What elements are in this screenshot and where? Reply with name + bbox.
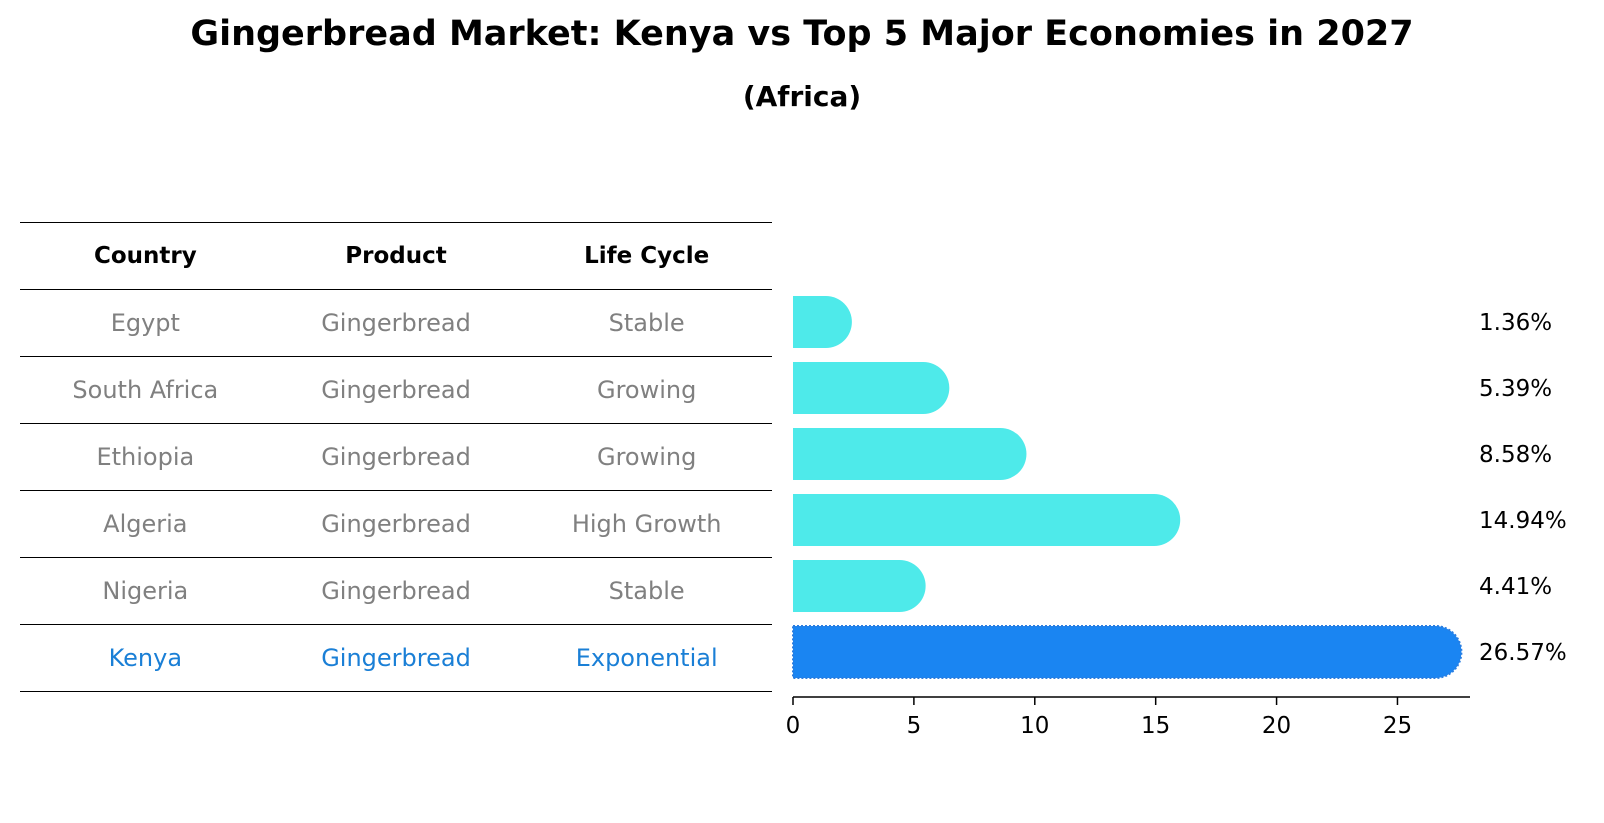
cell-country: Egypt [110, 309, 180, 337]
table-row: Algeria Gingerbread High Growth [20, 490, 772, 557]
chart-subtitle: (Africa) [742, 80, 862, 113]
x-tick-label: 0 [786, 713, 801, 739]
cell-life-cycle: Exponential [575, 644, 718, 672]
bar-ethiopia [793, 428, 1027, 480]
header-country: Country [93, 243, 197, 269]
cell-country: South Africa [72, 376, 219, 404]
value-label: 8.58% [1479, 442, 1552, 468]
table-row: Nigeria Gingerbread Stable [20, 557, 772, 624]
cell-product: Gingerbread [321, 309, 471, 337]
cell-country: Algeria [103, 510, 188, 538]
table-row: Egypt Gingerbread Stable [20, 289, 772, 356]
table-row: Ethiopia Gingerbread Growing [20, 423, 772, 490]
table-row: South Africa Gingerbread Growing [20, 356, 772, 423]
cell-life-cycle: Growing [596, 443, 697, 471]
cell-product: Gingerbread [321, 376, 471, 404]
cell-product: Gingerbread [321, 510, 471, 538]
x-tick-label: 15 [1141, 713, 1170, 739]
table-row-highlight: Kenya Gingerbread Exponential [20, 624, 772, 692]
cell-country: Kenya [108, 644, 183, 672]
value-label: 14.94% [1479, 508, 1567, 534]
chart-title: Gingerbread Market: Kenya vs Top 5 Major… [190, 14, 1414, 54]
table-header-row: Country Product Life Cycle [20, 222, 772, 289]
value-label: 1.36% [1479, 310, 1552, 336]
data-table: Country Product Life Cycle Egypt Gingerb… [20, 222, 772, 692]
bar-kenya [792, 625, 1463, 679]
header-life-cycle: Life Cycle [584, 243, 710, 269]
cell-product: Gingerbread [321, 644, 471, 672]
x-tick-label: 5 [907, 713, 922, 739]
cell-country: Ethiopia [96, 443, 195, 471]
value-label: 5.39% [1479, 376, 1552, 402]
bar-nigeria [793, 560, 926, 612]
value-label: 4.41% [1479, 574, 1552, 600]
cell-life-cycle: Growing [596, 376, 697, 404]
bar-algeria [793, 494, 1181, 546]
bar-south-africa [793, 362, 950, 414]
x-tick-label: 20 [1262, 713, 1291, 739]
cell-life-cycle: High Growth [571, 510, 722, 538]
x-tick-label: 25 [1383, 713, 1412, 739]
x-tick-label: 10 [1020, 713, 1049, 739]
cell-product: Gingerbread [321, 577, 471, 605]
cell-life-cycle: Stable [608, 309, 685, 337]
cell-product: Gingerbread [321, 443, 471, 471]
cell-life-cycle: Stable [608, 577, 685, 605]
bar-egypt [793, 296, 852, 348]
value-label: 26.57% [1479, 640, 1567, 666]
cell-country: Nigeria [102, 577, 189, 605]
header-product: Product [345, 243, 447, 269]
